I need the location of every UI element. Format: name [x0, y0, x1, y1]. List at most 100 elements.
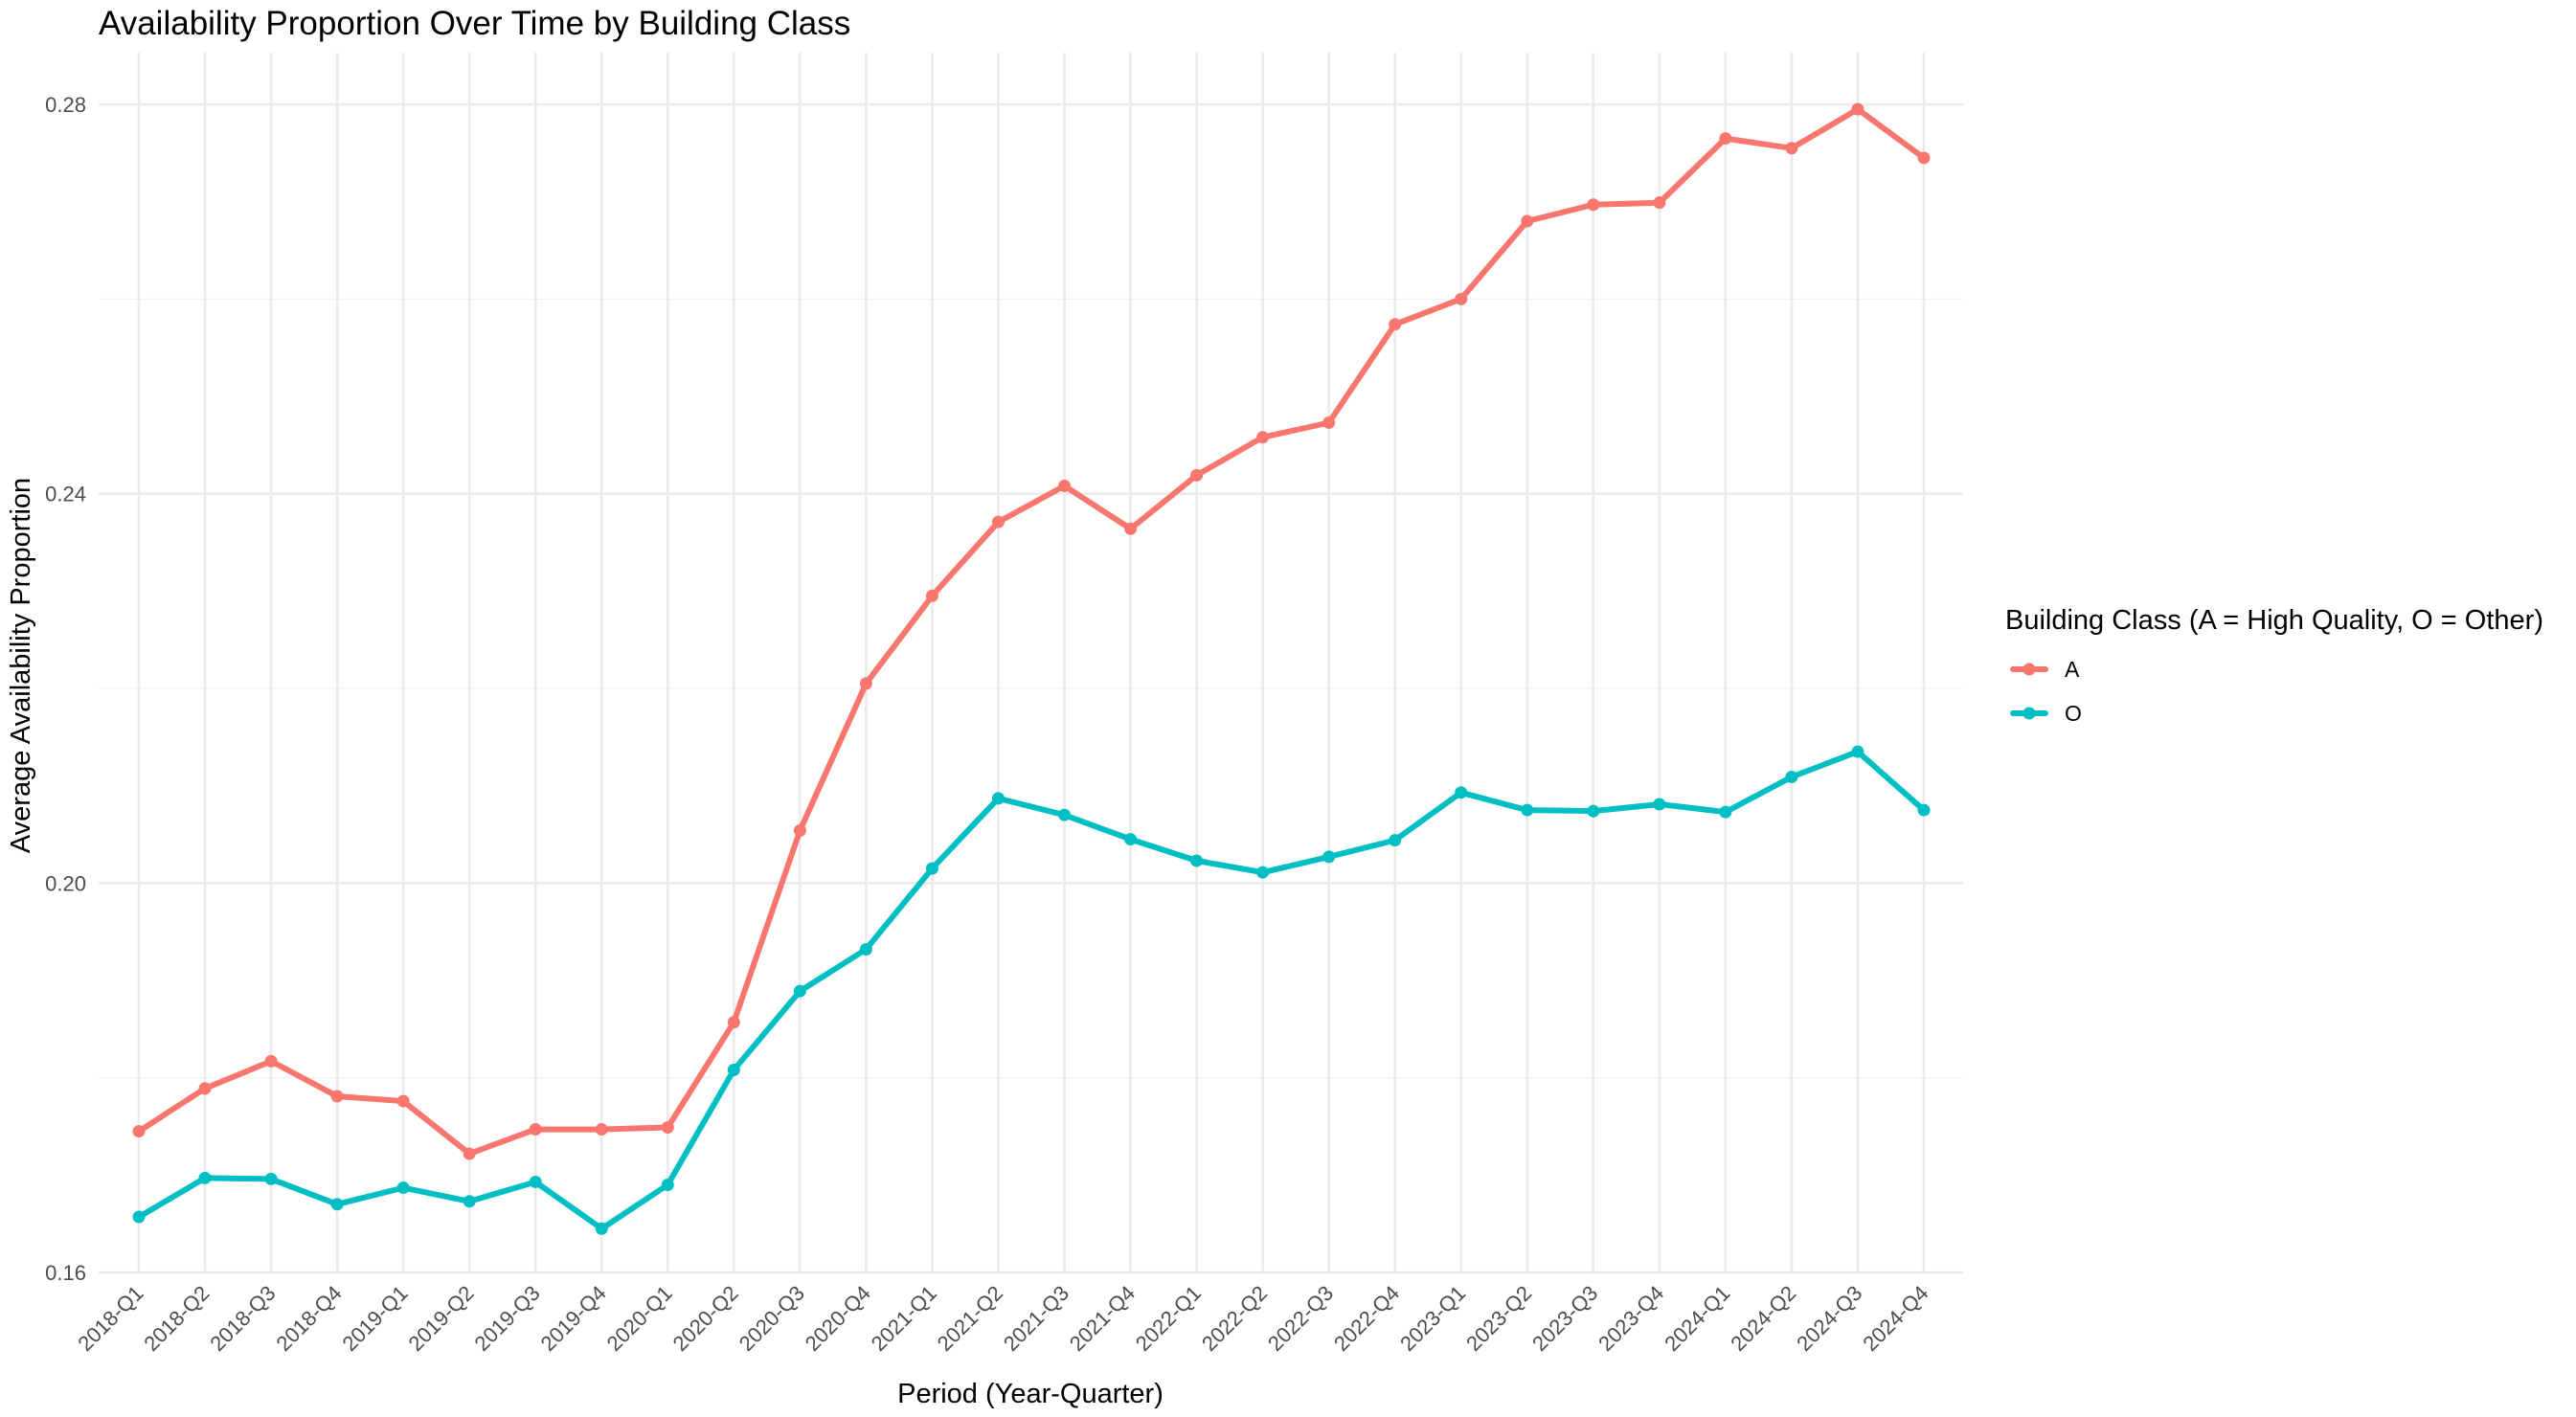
x-tick-label: 2023-Q4: [1593, 1281, 1668, 1356]
x-tick-label: 2024-Q1: [1660, 1281, 1734, 1356]
data-point-a: [1322, 416, 1336, 429]
data-point-a: [793, 823, 806, 837]
x-tick-label: 2019-Q3: [470, 1281, 545, 1356]
chart-title: Availability Proportion Over Time by Bui…: [99, 5, 850, 42]
x-tick-label: 2021-Q1: [867, 1281, 941, 1356]
data-point-o: [859, 942, 872, 956]
data-point-a: [1719, 132, 1732, 146]
data-point-o: [463, 1195, 476, 1208]
data-point-a: [1587, 198, 1600, 212]
y-tick-label: 0.24: [45, 483, 86, 506]
series-layer: [132, 102, 1931, 1235]
x-tick-label: 2019-Q1: [337, 1281, 412, 1356]
data-point-a: [595, 1123, 608, 1136]
data-point-o: [1124, 833, 1138, 846]
legend-key-point: [2022, 663, 2036, 676]
x-tick-label: 2023-Q1: [1395, 1281, 1470, 1356]
series-o: [132, 745, 1931, 1235]
data-point-o: [132, 1210, 146, 1224]
data-point-o: [1190, 854, 1204, 867]
x-tick-label: 2022-Q1: [1131, 1281, 1206, 1356]
x-tick-label: 2024-Q2: [1726, 1281, 1800, 1356]
x-tick-label: 2021-Q4: [1065, 1281, 1140, 1356]
legend-label: O: [2065, 701, 2082, 726]
legend-key-point: [2022, 707, 2036, 720]
series-a: [132, 102, 1931, 1160]
x-tick-label: 2019-Q4: [536, 1281, 611, 1356]
x-tick-label: 2018-Q2: [139, 1281, 214, 1356]
data-point-a: [1851, 102, 1864, 116]
data-point-o: [661, 1179, 674, 1191]
data-point-a: [463, 1147, 476, 1160]
data-point-a: [1917, 151, 1931, 165]
data-point-a: [1058, 480, 1072, 493]
data-point-o: [793, 984, 806, 998]
x-tick-label: 2020-Q1: [602, 1281, 677, 1356]
data-point-a: [1455, 292, 1468, 305]
data-point-a: [264, 1054, 278, 1068]
x-tick-label: 2024-Q4: [1858, 1281, 1932, 1356]
data-point-a: [859, 677, 872, 690]
data-point-o: [1785, 771, 1798, 784]
data-point-o: [1917, 803, 1931, 817]
data-point-a: [1389, 318, 1402, 331]
y-axis-title: Average Availability Proportion: [6, 478, 36, 853]
x-tick-label: 2020-Q3: [734, 1281, 809, 1356]
x-tick-label: 2023-Q2: [1461, 1281, 1536, 1356]
x-axis-ticks: 2018-Q12018-Q22018-Q32018-Q42019-Q12019-…: [73, 1281, 1932, 1356]
data-point-o: [1587, 804, 1600, 818]
data-point-o: [1455, 786, 1468, 799]
legend-item-o: O: [2010, 701, 2082, 726]
data-point-o: [529, 1175, 542, 1188]
data-point-a: [1785, 142, 1798, 155]
legend-items: AO: [2010, 657, 2082, 726]
x-axis-title: Period (Year-Quarter): [897, 1379, 1164, 1409]
data-point-a: [396, 1094, 410, 1108]
data-point-o: [1389, 834, 1402, 847]
data-point-o: [1058, 808, 1072, 821]
y-tick-label: 0.16: [45, 1261, 86, 1285]
y-axis-ticks: 0.16 0.20 0.24 0.28: [45, 93, 86, 1285]
data-point-a: [1190, 468, 1204, 482]
data-point-a: [529, 1123, 542, 1136]
data-point-o: [991, 792, 1005, 805]
data-point-a: [991, 515, 1005, 529]
data-point-o: [925, 862, 938, 875]
x-tick-label: 2020-Q4: [801, 1281, 875, 1356]
x-tick-label: 2022-Q3: [1263, 1281, 1338, 1356]
x-tick-label: 2018-Q1: [73, 1281, 147, 1356]
x-tick-label: 2018-Q3: [205, 1281, 280, 1356]
x-tick-label: 2021-Q2: [933, 1281, 1007, 1356]
y-tick-label: 0.20: [45, 871, 86, 895]
x-tick-label: 2019-Q2: [403, 1281, 478, 1356]
data-point-o: [330, 1198, 344, 1211]
data-point-a: [661, 1121, 674, 1135]
data-point-o: [727, 1064, 740, 1077]
legend-item-a: A: [2010, 657, 2080, 682]
grid-layer: [99, 53, 1963, 1274]
data-point-a: [330, 1090, 344, 1103]
data-point-o: [198, 1171, 212, 1184]
data-point-a: [727, 1016, 740, 1029]
data-point-o: [1322, 850, 1336, 864]
series-line-o: [136, 749, 1927, 1232]
data-point-o: [1719, 805, 1732, 819]
data-point-o: [396, 1181, 410, 1195]
data-point-a: [1256, 431, 1270, 444]
x-tick-label: 2018-Q4: [271, 1281, 346, 1356]
x-tick-label: 2021-Q3: [999, 1281, 1073, 1356]
legend: Building Class (A = High Quality, O = Ot…: [2005, 605, 2543, 726]
x-tick-label: 2020-Q2: [668, 1281, 743, 1356]
data-point-a: [132, 1125, 146, 1138]
data-point-o: [264, 1172, 278, 1185]
data-point-a: [1521, 214, 1534, 228]
data-point-o: [1256, 866, 1270, 879]
data-point-o: [1521, 803, 1534, 817]
data-point-o: [595, 1222, 608, 1235]
x-tick-label: 2022-Q4: [1329, 1281, 1404, 1356]
data-point-a: [1653, 196, 1666, 210]
x-tick-label: 2023-Q3: [1527, 1281, 1602, 1356]
data-point-a: [198, 1082, 212, 1095]
legend-label: A: [2065, 657, 2080, 682]
